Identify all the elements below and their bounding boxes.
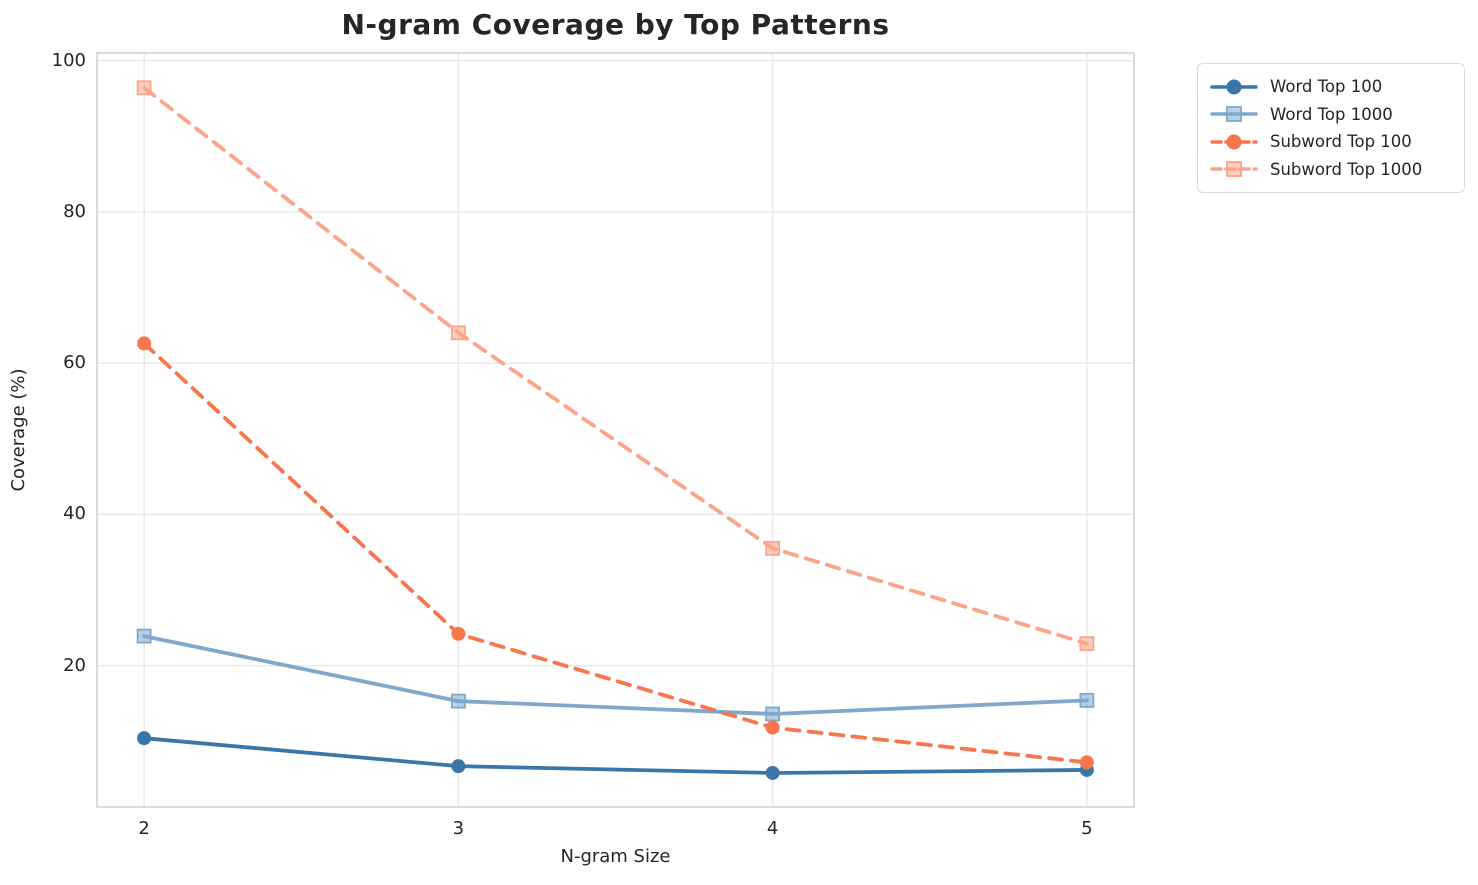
x-tick-label: 5 bbox=[1081, 818, 1093, 839]
legend-item-word-top-100: Word Top 100 bbox=[1210, 73, 1454, 100]
legend-swatch-graphic bbox=[1210, 106, 1258, 123]
legend-item-subword-top-100: Subword Top 100 bbox=[1210, 128, 1454, 155]
data-point-word-top-1000 bbox=[1079, 692, 1095, 708]
data-point-subword-top-1000 bbox=[765, 540, 781, 556]
x-tick-label: 3 bbox=[452, 818, 465, 839]
legend-label-subword-top-1000: Subword Top 1000 bbox=[1270, 159, 1423, 179]
legend-swatch-word-top-1000 bbox=[1210, 103, 1258, 125]
legend-swatch-graphic bbox=[1210, 79, 1258, 95]
series-line-subword-top-100 bbox=[142, 341, 1089, 765]
data-point-subword-top-100 bbox=[137, 336, 152, 351]
y-tick-label: 20 bbox=[63, 654, 86, 676]
y-axis-label-text: Coverage (%) bbox=[8, 368, 29, 492]
legend-swatch-subword-top-1000 bbox=[1210, 158, 1258, 180]
legend-marker-circle bbox=[1226, 134, 1242, 150]
chart-title: N-gram Coverage by Top Patterns bbox=[341, 8, 890, 41]
legend-marker-square bbox=[1226, 106, 1242, 123]
data-point-word-top-1000 bbox=[450, 693, 466, 709]
x-tick-label: 4 bbox=[766, 818, 779, 839]
legend-swatch-word-top-100 bbox=[1210, 76, 1258, 98]
data-point-word-top-100 bbox=[137, 731, 152, 746]
legend-label-word-top-100: Word Top 100 bbox=[1270, 77, 1383, 97]
legend-marker-circle bbox=[1226, 79, 1242, 95]
data-point-subword-top-1000 bbox=[136, 80, 152, 96]
legend-label-word-top-1000: Word Top 1000 bbox=[1270, 104, 1393, 124]
series-line-subword-top-1000 bbox=[142, 85, 1089, 646]
data-point-word-top-100 bbox=[765, 765, 780, 780]
legend-item-subword-top-1000: Subword Top 1000 bbox=[1210, 156, 1454, 183]
data-point-word-top-1000 bbox=[136, 628, 152, 644]
legend-label-subword-top-100: Subword Top 100 bbox=[1270, 132, 1412, 152]
y-tick-label: 40 bbox=[63, 503, 86, 525]
legend-marker-square bbox=[1226, 161, 1242, 178]
legend-item-word-top-1000: Word Top 1000 bbox=[1210, 101, 1454, 128]
legend-swatch-graphic bbox=[1210, 134, 1258, 150]
series-line-word-top-1000 bbox=[142, 634, 1089, 716]
plot-border bbox=[96, 52, 1135, 808]
y-tick-label: 80 bbox=[63, 200, 86, 222]
legend-box: Word Top 100 Word Top 1000 Subword Top 1… bbox=[1197, 63, 1465, 193]
legend-swatch-graphic bbox=[1210, 161, 1258, 178]
data-point-subword-top-1000 bbox=[1079, 636, 1095, 652]
data-point-word-top-1000 bbox=[765, 706, 781, 722]
data-point-subword-top-100 bbox=[765, 720, 780, 735]
y-tick-label: 60 bbox=[63, 352, 86, 374]
data-point-subword-top-100 bbox=[451, 626, 466, 641]
data-point-subword-top-1000 bbox=[450, 325, 466, 341]
data-point-subword-top-100 bbox=[1079, 755, 1094, 770]
y-tick-label: 100 bbox=[51, 49, 86, 71]
data-point-word-top-100 bbox=[451, 759, 466, 774]
legend-swatch-subword-top-100 bbox=[1210, 131, 1258, 153]
x-tick-label: 2 bbox=[138, 818, 150, 839]
series-line-word-top-100 bbox=[142, 736, 1089, 775]
x-axis-label: N-gram Size bbox=[560, 846, 671, 867]
